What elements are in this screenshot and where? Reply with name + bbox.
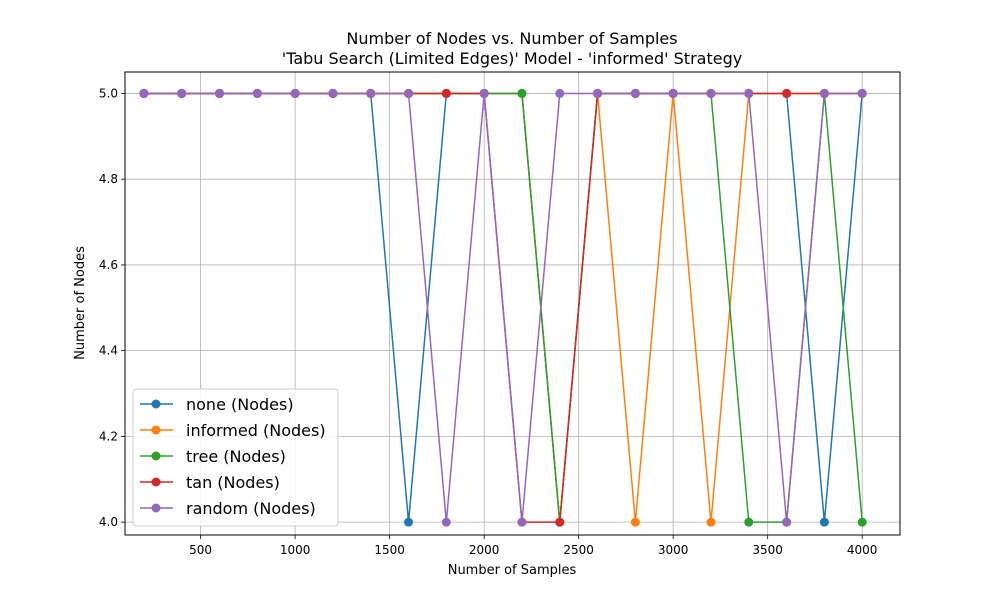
y-tick-label: 4.4 — [99, 344, 118, 358]
x-tick-label: 1500 — [374, 543, 405, 557]
x-tick-label: 3000 — [658, 543, 689, 557]
legend-item-random: random (Nodes) — [140, 499, 316, 518]
legend-item-none: none (Nodes) — [140, 395, 294, 414]
data-point-random — [139, 88, 149, 98]
data-point-random — [819, 88, 829, 98]
legend-label: tan (Nodes) — [186, 473, 280, 492]
legend-box — [132, 388, 339, 527]
y-tick-label: 4.6 — [99, 258, 118, 272]
x-tick-label: 2500 — [563, 543, 594, 557]
data-point-random — [782, 517, 792, 527]
data-point-random — [555, 88, 565, 98]
data-point-random — [441, 517, 451, 527]
x-axis-label: Number of Samples — [448, 563, 577, 578]
legend-item-informed: informed (Nodes) — [140, 421, 326, 440]
chart-subtitle: 'Tabu Search (Limited Edges)' Model - 'i… — [282, 49, 742, 68]
y-tick-label: 5.0 — [99, 86, 118, 100]
legend-label: random (Nodes) — [186, 499, 316, 518]
data-point-random — [857, 88, 867, 98]
y-tick-label: 4.0 — [99, 515, 118, 529]
data-point-random — [630, 88, 640, 98]
data-point-random — [366, 88, 376, 98]
data-point-random — [404, 88, 414, 98]
data-point-random — [252, 88, 262, 98]
x-tick-label: 2000 — [469, 543, 500, 557]
data-point-random — [215, 88, 225, 98]
data-point-random — [328, 88, 338, 98]
legend-label: none (Nodes) — [186, 395, 294, 414]
data-point-none — [404, 517, 414, 527]
x-tick-label: 500 — [189, 543, 212, 557]
x-tick-label: 3500 — [752, 543, 783, 557]
legend-marker — [151, 477, 161, 487]
data-point-tan — [782, 88, 792, 98]
data-point-informed — [706, 517, 716, 527]
legend-item-tan: tan (Nodes) — [140, 473, 280, 492]
legend-marker — [151, 503, 161, 513]
legend-marker — [151, 399, 161, 409]
legend: none (Nodes) informed (Nodes) tree (Nodes)… — [132, 388, 339, 527]
data-point-random — [479, 88, 489, 98]
y-axis-label: Number of Nodes — [73, 246, 88, 360]
axis-ticks: 500 1000 1500 2000 2500 3000 3500 4000 4.0 4.2 4.4… — [99, 86, 878, 557]
data-point-tree — [857, 517, 867, 527]
data-point-random — [668, 88, 678, 98]
legend-label: tree (Nodes) — [186, 447, 286, 466]
x-tick-label: 4000 — [847, 543, 878, 557]
data-point-informed — [630, 517, 640, 527]
chart-title: Number of Nodes vs. Number of Samples — [346, 29, 677, 48]
data-point-tan — [555, 517, 565, 527]
data-point-random — [290, 88, 300, 98]
data-point-tan — [441, 88, 451, 98]
legend-marker — [151, 425, 161, 435]
y-tick-label: 4.2 — [99, 429, 118, 443]
data-point-tree — [517, 88, 527, 98]
legend-marker — [151, 451, 161, 461]
data-point-random — [593, 88, 603, 98]
y-tick-label: 4.8 — [99, 172, 118, 186]
x-tick-label: 1000 — [280, 543, 311, 557]
legend-label: informed (Nodes) — [186, 421, 326, 440]
legend-item-tree: tree (Nodes) — [140, 447, 286, 466]
series-group — [139, 88, 867, 527]
series-line-random — [143, 92, 863, 523]
data-point-random — [517, 517, 527, 527]
data-point-random — [706, 88, 716, 98]
series-random — [139, 88, 867, 527]
data-point-tree — [744, 517, 754, 527]
plot-area-frame — [124, 71, 901, 536]
data-point-random — [744, 88, 754, 98]
data-point-random — [177, 88, 187, 98]
data-point-none — [819, 517, 829, 527]
